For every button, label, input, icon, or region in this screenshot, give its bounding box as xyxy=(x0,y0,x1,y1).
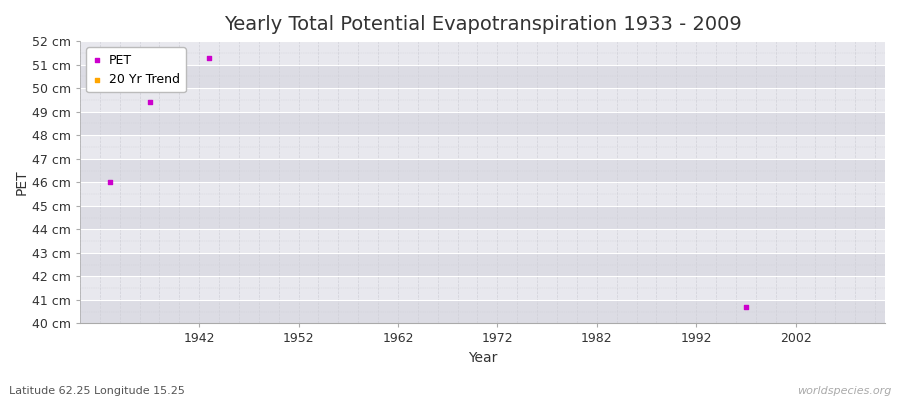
Text: worldspecies.org: worldspecies.org xyxy=(796,386,891,396)
Bar xyxy=(80,65,885,88)
Bar xyxy=(80,253,885,276)
PET xyxy=(202,54,216,61)
Text: Latitude 62.25 Longitude 15.25: Latitude 62.25 Longitude 15.25 xyxy=(9,386,184,396)
Bar xyxy=(80,182,885,206)
Bar xyxy=(80,112,885,135)
PET xyxy=(103,179,117,186)
Bar xyxy=(80,276,885,300)
PET xyxy=(142,99,157,106)
PET xyxy=(739,304,753,310)
Title: Yearly Total Potential Evapotranspiration 1933 - 2009: Yearly Total Potential Evapotranspiratio… xyxy=(223,15,742,34)
Bar xyxy=(80,41,885,65)
Bar xyxy=(80,206,885,229)
Bar xyxy=(80,88,885,112)
Legend: PET, 20 Yr Trend: PET, 20 Yr Trend xyxy=(86,47,186,92)
X-axis label: Year: Year xyxy=(468,351,497,365)
Bar xyxy=(80,229,885,253)
Bar xyxy=(80,300,885,324)
Bar xyxy=(80,135,885,159)
Bar xyxy=(80,159,885,182)
Y-axis label: PET: PET xyxy=(15,170,29,195)
